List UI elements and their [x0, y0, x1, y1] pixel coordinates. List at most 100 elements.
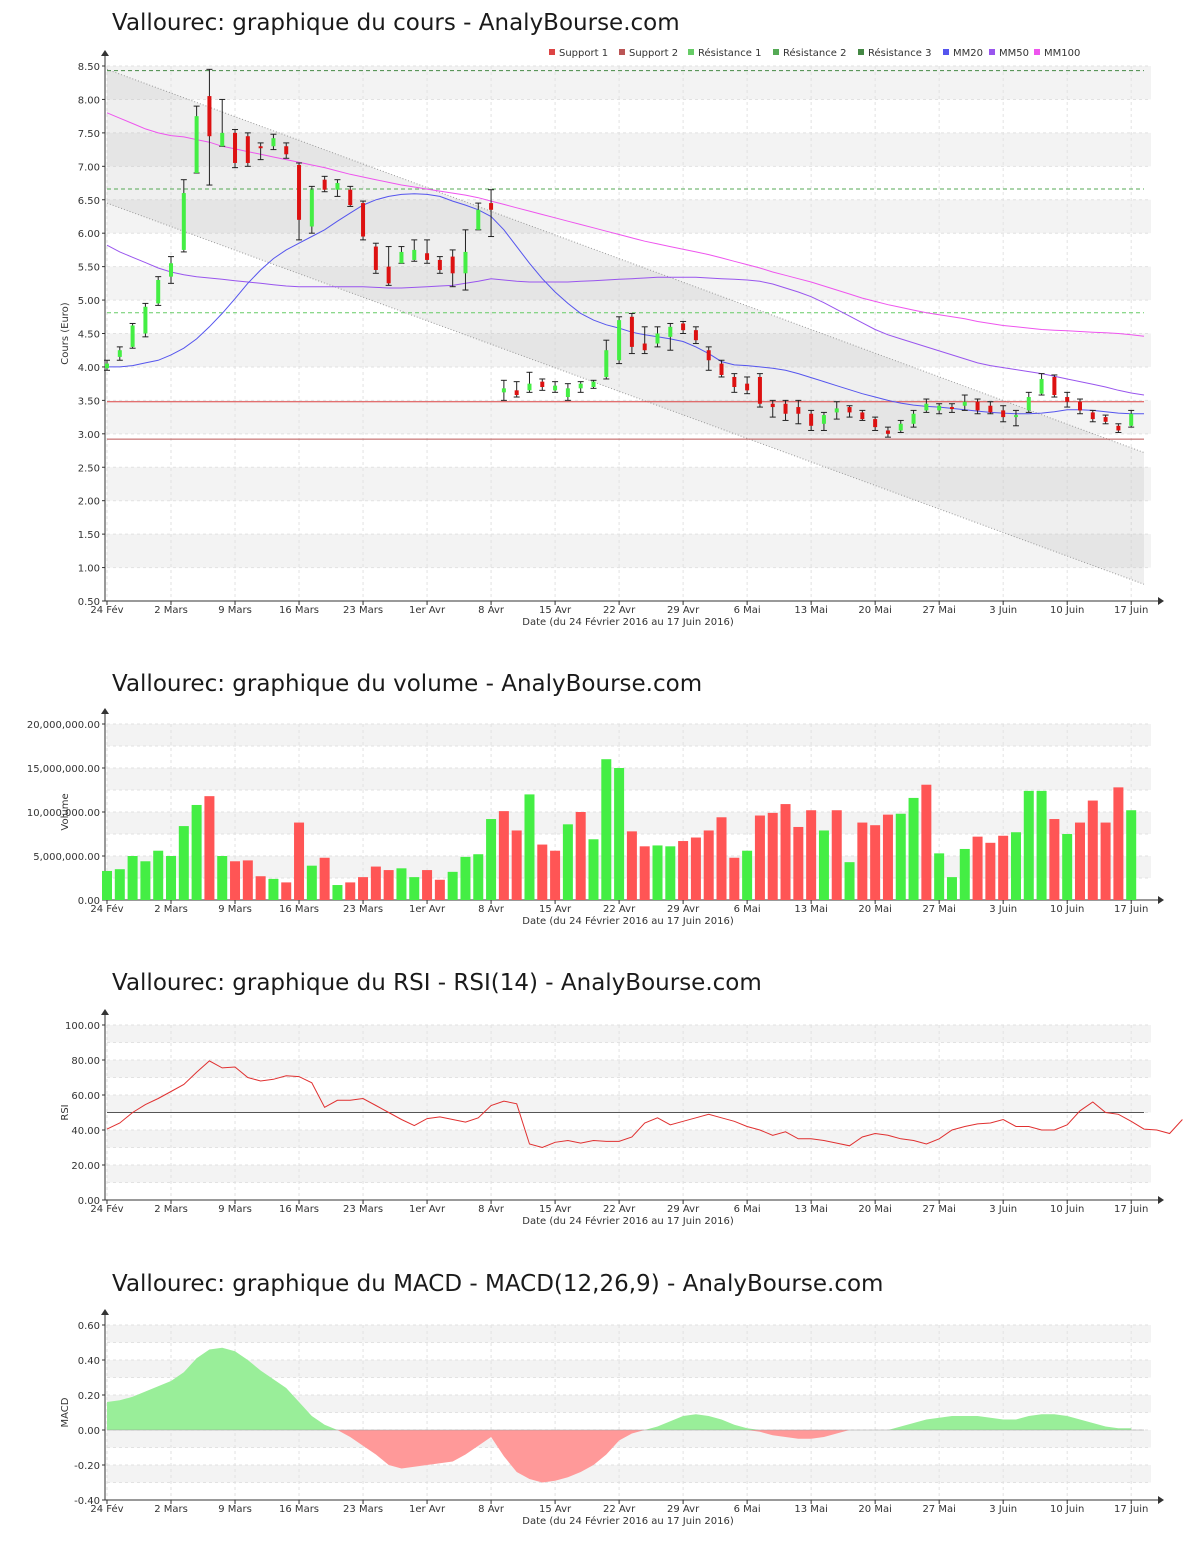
macd-y-axis-arrow — [101, 1309, 109, 1315]
macd-ytick-label: 0.00 — [78, 1426, 100, 1437]
volume-bar-down — [831, 810, 842, 900]
macd-band — [107, 1360, 1151, 1378]
price-xtick-label: 22 Avr — [603, 605, 636, 616]
rsi-ytick-label: 60.00 — [71, 1091, 100, 1102]
price-x-axis-arrow — [1158, 597, 1164, 605]
volume-bar-up — [396, 868, 407, 900]
rsi-ytick-label: 80.00 — [71, 1056, 100, 1067]
volume-x-axis-title: Date (du 24 Février 2016 au 17 Juin 2016… — [522, 915, 734, 927]
volume-bar-up — [473, 854, 484, 900]
macd-band — [107, 1465, 1151, 1483]
price-ytick-label: 2.50 — [78, 463, 100, 474]
candle-up — [1129, 413, 1134, 426]
candle-up — [156, 280, 161, 304]
candle-down — [361, 203, 366, 237]
volume-bar-up — [959, 848, 970, 900]
candle-down — [770, 403, 775, 408]
rsi-xtick-label: 20 Mai — [858, 1204, 891, 1215]
volume-bar-down — [575, 812, 586, 900]
candle-up — [578, 383, 583, 389]
candle-up — [412, 249, 417, 260]
volume-bar-up — [614, 768, 625, 900]
price-ytick-label: 1.00 — [78, 564, 100, 575]
volume-x-axis-arrow — [1158, 896, 1164, 904]
macd-xtick-label: 13 Mai — [794, 1504, 827, 1515]
legend-swatch — [688, 49, 694, 55]
rsi-xtick-label: 13 Mai — [794, 1204, 827, 1215]
price-y-axis-arrow — [101, 50, 109, 56]
rsi-y-axis-arrow — [101, 1009, 109, 1015]
candle-up — [924, 403, 929, 411]
candle-down — [719, 363, 724, 375]
price-band — [107, 66, 1151, 100]
candle-down — [386, 266, 391, 284]
volume-bar-down — [1049, 819, 1060, 900]
candle-up — [911, 413, 916, 424]
volume-bar-up — [1010, 832, 1021, 900]
volume-bar-up — [306, 865, 317, 900]
candle-up — [834, 408, 839, 413]
volume-xtick-label: 24 Fév — [90, 903, 123, 915]
volume-bar-down — [370, 866, 381, 900]
volume-bar-down — [716, 817, 727, 900]
rsi-x-axis-title: Date (du 24 Février 2016 au 17 Juin 2016… — [522, 1215, 734, 1227]
candle-down — [629, 316, 634, 347]
legend-label: Résistance 2 — [783, 47, 846, 59]
volume-bar-up — [332, 885, 343, 900]
price-ytick-label: 5.50 — [78, 263, 100, 274]
volume-bar-up — [524, 794, 535, 900]
volume-bar-down — [550, 850, 561, 900]
macd-xtick-label: 23 Mars — [343, 1504, 383, 1515]
volume-bar-up — [818, 830, 829, 900]
candle-down — [450, 256, 455, 274]
rsi-xtick-label: 1er Avr — [409, 1204, 446, 1215]
rsi-xtick-label: 17 Juin — [1114, 1204, 1148, 1215]
mm100-line — [106, 112, 1145, 337]
legend-label: Résistance 1 — [698, 47, 761, 59]
candle-down — [322, 179, 327, 190]
macd-xtick-label: 15 Avr — [539, 1504, 572, 1515]
volume-bar-up — [166, 856, 177, 900]
rsi-xtick-label: 27 Mai — [922, 1204, 955, 1215]
volume-bar-up — [102, 870, 112, 900]
candle-down — [514, 390, 519, 396]
price-xtick-label: 13 Mai — [794, 605, 827, 616]
price-ytick-label: 3.50 — [78, 396, 100, 407]
volume-bar-down — [1113, 787, 1124, 900]
volume-bar-up — [562, 824, 573, 900]
price-xtick-label: 24 Fév — [90, 604, 123, 616]
macd-ytick-label: 0.60 — [78, 1321, 100, 1332]
price-ytick-label: 5.00 — [78, 296, 100, 307]
price-ytick-label: 2.00 — [78, 497, 100, 508]
macd-xtick-label: 3 Juin — [989, 1504, 1017, 1515]
volume-xtick-label: 27 Mai — [922, 904, 955, 915]
candle-up — [181, 193, 186, 250]
candle-up — [668, 326, 673, 337]
legend-label: Support 2 — [629, 48, 678, 59]
volume-bar-down — [703, 830, 714, 900]
candle-down — [437, 259, 442, 270]
legend-swatch — [773, 49, 779, 55]
volume-chart-title: Vallourec: graphique du volume - AnalyBo… — [112, 671, 703, 697]
volume-xtick-label: 15 Avr — [539, 904, 572, 915]
candle-up — [591, 381, 596, 387]
price-xtick-label: 8 Avr — [478, 605, 505, 616]
price-xtick-label: 3 Juin — [989, 605, 1017, 616]
macd-x-axis-title: Date (du 24 Février 2016 au 17 Juin 2016… — [522, 1515, 734, 1527]
volume-bar-up — [742, 850, 753, 900]
volume-bar-down — [294, 822, 305, 900]
volume-bar-down — [434, 879, 445, 900]
candle-up — [271, 138, 276, 147]
volume-xtick-label: 8 Avr — [478, 904, 505, 915]
trend-channel-lower — [106, 202, 1145, 585]
legend-swatch — [619, 49, 625, 55]
volume-xtick-label: 10 Juin — [1050, 904, 1084, 915]
candle-down — [1116, 425, 1121, 431]
volume-bar-down — [204, 796, 215, 900]
price-y-axis-title: Cours (Euro) — [60, 302, 71, 365]
candle-up — [1013, 415, 1018, 418]
volume-band — [107, 768, 1151, 790]
volume-bar-down — [870, 825, 881, 900]
macd-band — [107, 1325, 1151, 1343]
volume-bar-down — [921, 784, 932, 900]
